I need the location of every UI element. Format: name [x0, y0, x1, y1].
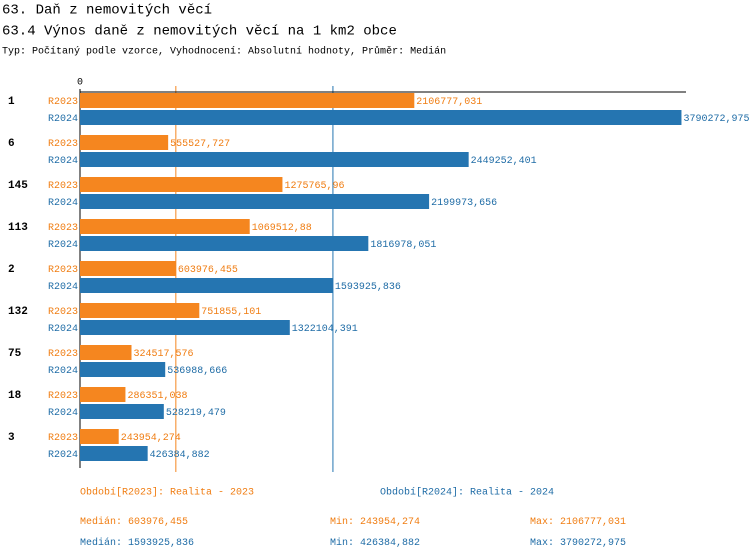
series-label: R2023: [48, 223, 78, 234]
bar: [80, 152, 469, 167]
category-label: 132: [8, 306, 28, 318]
bar: [80, 219, 250, 234]
summary-label: Min:: [330, 537, 354, 549]
summary-label: Min:: [330, 516, 354, 528]
value-label: 1322104,391: [292, 324, 358, 335]
summary-value: 243954,274: [360, 517, 420, 528]
bar: [80, 194, 430, 209]
category-label: 18: [8, 390, 22, 402]
series-label: R2024: [48, 114, 78, 125]
series-label: R2024: [48, 408, 78, 419]
series-label: R2023: [48, 181, 78, 192]
value-label: 751855,101: [201, 307, 261, 318]
summary-label: Max:: [530, 517, 554, 528]
value-label: 528219,479: [166, 408, 226, 419]
series-label: R2023: [48, 349, 78, 360]
value-label: 2199973,656: [431, 198, 497, 209]
summary-stat: Min: 243954,274: [330, 516, 420, 528]
value-label: 2106777,031: [416, 97, 482, 108]
value-label: 555527,727: [170, 139, 230, 150]
series-label: R2023: [48, 265, 78, 276]
chart-title: 63. Daň z nemovitých věcí: [2, 3, 212, 19]
summary-stat: Min: 426384,882: [330, 537, 420, 549]
summary-stat: Medián: 603976,455: [80, 516, 188, 528]
summary-label: Max:: [530, 538, 554, 549]
summary-value: 2106777,031: [560, 517, 626, 528]
summary-stat: Max: 3790272,975: [530, 538, 626, 549]
chart-description: Typ: Počítaný podle vzorce, Vyhodnocení:…: [2, 45, 446, 58]
summary-stat: Max: 2106777,031: [530, 517, 626, 528]
category-label: 2: [8, 264, 15, 276]
bar: [80, 236, 369, 251]
bar: [80, 404, 164, 419]
series-label: R2024: [48, 324, 78, 335]
bar: [80, 446, 148, 461]
summary-label: Medián:: [80, 537, 122, 549]
value-label: 1275765,96: [284, 181, 344, 192]
value-label: 2449252,401: [471, 156, 537, 167]
bar: [80, 93, 415, 108]
bar: [80, 387, 126, 402]
series-label: R2023: [48, 139, 78, 150]
series-label: R2024: [48, 366, 78, 377]
value-label: 1593925,836: [335, 282, 401, 293]
summary-value: 603976,455: [128, 517, 188, 528]
bar: [80, 135, 169, 150]
category-label: 145: [8, 180, 28, 192]
bar: [80, 320, 290, 335]
series-label: R2023: [48, 307, 78, 318]
series-label: R2023: [48, 97, 78, 108]
bar: [80, 362, 166, 377]
bar: [80, 110, 682, 125]
series-label: R2024: [48, 282, 78, 293]
value-label: 324517,576: [133, 349, 193, 360]
summary-stat: Medián: 1593925,836: [80, 537, 194, 549]
series-label: R2024: [48, 240, 78, 251]
category-label: 3: [8, 432, 15, 444]
bar: [80, 429, 119, 444]
x-tick-label: 0: [77, 78, 83, 89]
bar: [80, 345, 132, 360]
legend-entry: Období[R2023]: Realita - 2023: [80, 487, 254, 499]
bar: [80, 177, 283, 192]
legend-entry: Období[R2024]: Realita - 2024: [380, 487, 554, 499]
value-label: 3790272,975: [683, 114, 749, 125]
summary-value: 3790272,975: [560, 538, 626, 549]
category-label: 6: [8, 138, 15, 150]
summary-value: 1593925,836: [128, 538, 194, 549]
value-label: 603976,455: [178, 265, 238, 276]
bar: [80, 278, 333, 293]
series-label: R2023: [48, 391, 78, 402]
category-label: 1: [8, 96, 15, 108]
series-label: R2024: [48, 450, 78, 461]
value-label: 286351,038: [127, 391, 187, 402]
value-label: 1816978,051: [370, 240, 436, 251]
value-label: 426384,882: [150, 450, 210, 461]
value-label: 243954,274: [121, 433, 181, 444]
value-label: 536988,666: [167, 366, 227, 377]
series-label: R2024: [48, 156, 78, 167]
bar: [80, 261, 176, 276]
category-label: 113: [8, 222, 28, 234]
summary-value: 426384,882: [360, 538, 420, 549]
bar: [80, 303, 200, 318]
value-label: 1069512,88: [252, 223, 312, 234]
category-label: 75: [8, 348, 22, 360]
chart-subtitle: 63.4 Výnos daně z nemovitých věcí na 1 k…: [2, 24, 397, 40]
series-label: R2023: [48, 433, 78, 444]
series-label: R2024: [48, 198, 78, 209]
summary-label: Medián:: [80, 516, 122, 528]
